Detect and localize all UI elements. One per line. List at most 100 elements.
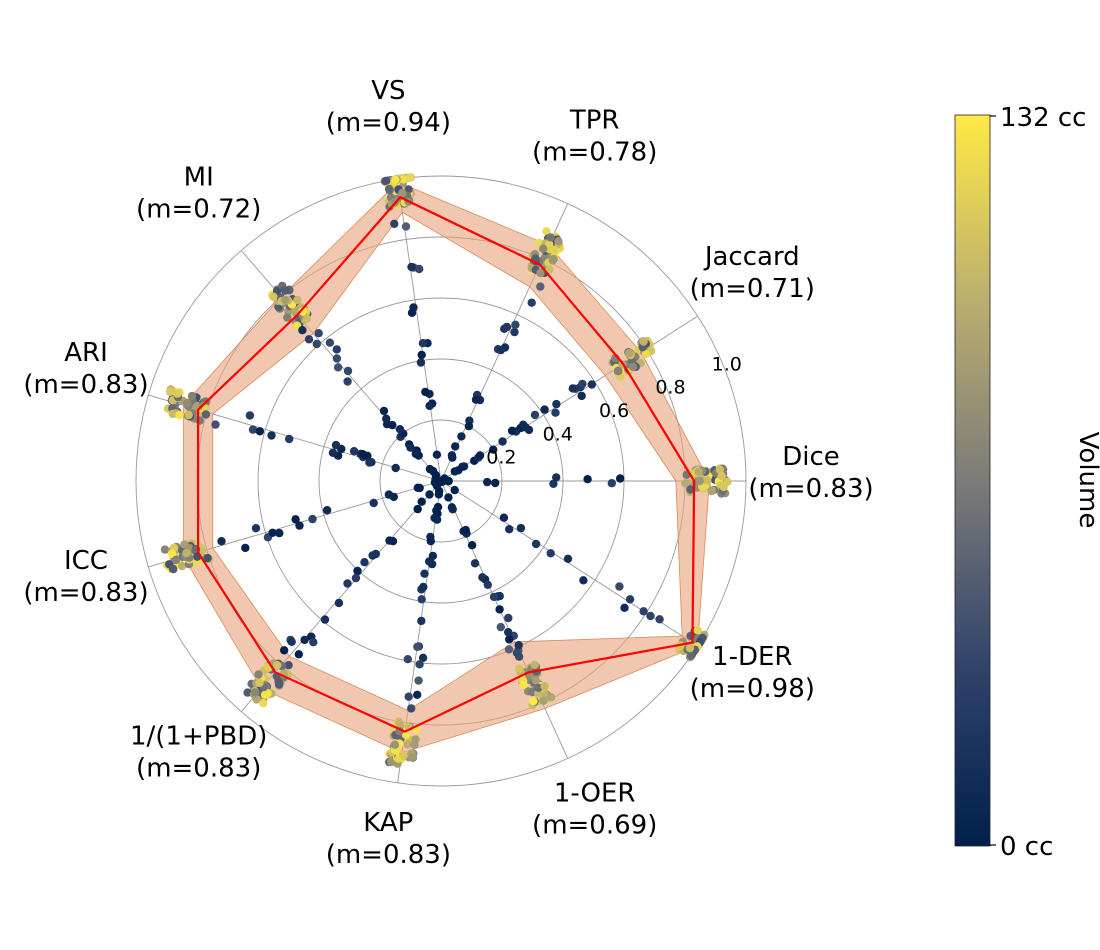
scatter-point (280, 646, 289, 655)
scatter-point (332, 354, 342, 363)
scatter-point (534, 238, 544, 248)
scatter-point (615, 582, 624, 591)
scatter-point (554, 237, 563, 246)
scatter-point (211, 420, 220, 429)
scatter-point (579, 576, 588, 585)
scatter-point (410, 740, 419, 749)
scatter-point (614, 367, 623, 376)
scatter-point (641, 349, 651, 359)
scatter-point (382, 414, 391, 423)
axis-mean-label-1: (m=0.71) (690, 274, 815, 304)
scatter-point (540, 682, 549, 691)
scatter-point (426, 537, 435, 546)
scatter-point (536, 282, 545, 291)
scatter-point (530, 660, 539, 669)
scatter-point (314, 329, 323, 338)
scatter-point (578, 379, 587, 389)
scatter-point (413, 690, 422, 699)
axis-label-9: 1-OER (554, 779, 636, 809)
scatter-point (552, 473, 561, 482)
scatter-point (505, 525, 514, 534)
scatter-point (291, 515, 300, 524)
scatter-point (552, 399, 561, 409)
axis-label-1: Jaccard (703, 242, 800, 272)
scatter-point (425, 490, 434, 499)
radial-tick-2: 0.6 (599, 400, 629, 422)
scatter-point (395, 425, 405, 434)
scatter-point (511, 320, 520, 329)
scatter-point (444, 493, 453, 502)
scatter-point (425, 557, 434, 566)
scatter-point (549, 245, 559, 255)
scatter-point (413, 504, 422, 514)
scatter-point (360, 558, 369, 567)
scatter-point (333, 363, 343, 372)
range-band (183, 181, 710, 754)
axis-mean-label-10: (m=0.98) (690, 674, 815, 704)
scatter-point (177, 561, 187, 571)
scatter-point (407, 308, 417, 317)
scatter-point (457, 432, 466, 441)
scatter-point (401, 222, 411, 231)
scatter-point (343, 579, 352, 588)
scatter-point (251, 524, 261, 533)
axis-label-3: VS (371, 76, 405, 106)
axis-mean-label-5: (m=0.83) (23, 370, 148, 400)
scatter-point (715, 465, 725, 474)
scatter-point (405, 173, 415, 182)
scatter-point (403, 655, 412, 664)
scatter-point (418, 653, 428, 662)
scatter-point (531, 539, 541, 549)
scatter-point (616, 474, 625, 483)
scatter-point (312, 339, 321, 349)
scatter-point (268, 528, 277, 537)
scatter-point (280, 286, 290, 295)
colorbar: 132 cc 0 cc Volume (954, 103, 1100, 862)
colorbar-gradient (954, 114, 991, 847)
scatter-point (499, 513, 509, 522)
scatter-point (269, 292, 278, 301)
scatter-point (546, 549, 555, 558)
scatter-point (496, 622, 505, 632)
scatter-point (539, 244, 548, 253)
scatter-point (417, 616, 426, 626)
scatter-point (507, 426, 517, 435)
scatter-point (411, 449, 420, 459)
axis-mean-label-4: (m=0.72) (136, 194, 261, 224)
scatter-point (385, 184, 394, 194)
scatter-point (201, 410, 211, 419)
scatter-point (298, 326, 307, 335)
radial-tick-4: 1.0 (712, 353, 742, 375)
scatter-point (504, 645, 514, 654)
radial-tick-1: 0.4 (543, 423, 573, 445)
scatter-point (203, 553, 212, 563)
scatter-point (404, 185, 413, 194)
scatter-point (287, 637, 296, 646)
scatter-point (418, 339, 428, 348)
scatter-point (283, 313, 292, 322)
scatter-point (343, 377, 352, 386)
scatter-point (624, 348, 634, 358)
scatter-point (542, 227, 551, 236)
scatter-point (328, 448, 338, 457)
axis-label-5: ARI (64, 338, 108, 368)
scatter-point (304, 335, 314, 344)
scatter-point (686, 651, 696, 661)
scatter-point (577, 391, 586, 401)
scatter-point (415, 660, 424, 669)
scatter-point (183, 399, 192, 408)
mean-line-layer (197, 195, 696, 733)
scatter-point (491, 478, 500, 488)
axis-mean-label-6: (m=0.83) (23, 578, 148, 608)
scatter-point (386, 757, 396, 767)
scatter-point (160, 545, 170, 554)
scatter-point (167, 549, 177, 559)
scatter-point (417, 350, 426, 360)
scatter-point (391, 463, 400, 473)
scatter-point (259, 699, 268, 708)
scatter-point (168, 564, 178, 574)
axis-label-6: ICC (64, 546, 108, 576)
scatter-point (390, 219, 399, 228)
scatter-point (510, 327, 519, 337)
scatter-point (540, 405, 549, 414)
